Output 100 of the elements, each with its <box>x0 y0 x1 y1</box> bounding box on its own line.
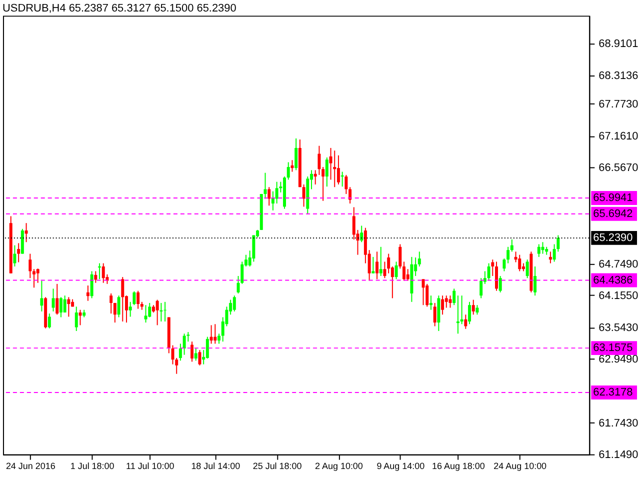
ref-line-label: 65.6942 <box>593 208 633 220</box>
candlestick <box>110 292 113 314</box>
candlestick <box>160 302 163 322</box>
candlestick <box>275 181 278 204</box>
ref-line-label: 62.3178 <box>593 386 633 398</box>
candlestick <box>198 350 202 366</box>
candlestick <box>487 262 490 282</box>
candlestick <box>541 242 544 254</box>
candlestick <box>175 357 178 374</box>
candlestick <box>121 276 124 322</box>
candlestick <box>90 270 94 299</box>
candlestick <box>441 295 444 316</box>
candlestick <box>290 160 294 172</box>
candlestick <box>498 275 502 293</box>
candlestick <box>433 302 436 327</box>
candlestick <box>164 301 167 322</box>
y-tick-label: 66.5670 <box>598 162 638 174</box>
candlestick <box>17 242 20 263</box>
candlestick <box>402 261 406 282</box>
x-tick-label: 9 Aug 14:00 <box>376 460 425 471</box>
candlestick <box>63 295 66 313</box>
candlestick <box>182 333 186 356</box>
x-tick-label: 16 Aug 18:00 <box>432 460 485 471</box>
candlestick <box>348 186 352 204</box>
candlestick <box>232 295 236 312</box>
candlestick <box>113 302 116 324</box>
y-tick-label: 67.7730 <box>598 98 638 110</box>
candlestick <box>376 251 379 280</box>
candlestick <box>422 278 425 306</box>
candlestick <box>383 261 386 279</box>
candlestick <box>302 184 306 208</box>
candlestick <box>336 154 340 185</box>
candlestick <box>456 295 460 334</box>
candlestick <box>217 333 220 344</box>
candlestick <box>86 285 90 302</box>
candlestick <box>518 254 522 272</box>
candlestick <box>494 261 498 292</box>
candlestick <box>40 280 44 312</box>
x-tick-label: 11 Jul 10:00 <box>126 460 174 471</box>
x-tick-label: 24 Aug 10:00 <box>494 460 547 471</box>
chart-title: USDRUB,H4 65.2387 65.3127 65.1500 65.2390 <box>2 2 236 15</box>
candlestick <box>117 295 120 318</box>
y-tick-label: 62.9490 <box>598 354 638 366</box>
candlestick <box>190 341 194 362</box>
candlestick <box>136 290 140 310</box>
candlestick <box>537 244 540 258</box>
candlestick <box>506 246 510 264</box>
candlestick <box>214 324 217 344</box>
candlestick <box>52 288 55 312</box>
y-tick-label: 68.9101 <box>598 38 638 50</box>
candlestick <box>476 304 479 316</box>
candlestick <box>67 296 70 318</box>
candlestick <box>28 253 32 279</box>
candlestick <box>360 225 364 243</box>
candlestick <box>333 150 336 188</box>
candlestick <box>460 295 464 325</box>
candlestick <box>178 343 182 362</box>
candlestick <box>452 288 456 306</box>
x-tick-label: 24 Jun 2016 <box>6 460 56 471</box>
candlestick <box>472 299 475 316</box>
candlestick <box>510 238 514 252</box>
candlestick <box>36 268 40 284</box>
candlestick <box>526 259 529 279</box>
candlestick <box>59 296 62 318</box>
candlestick <box>20 228 24 254</box>
candlestick <box>94 270 98 284</box>
x-tick-label: 18 Jul 14:00 <box>191 460 240 471</box>
y-tick-label: 61.1490 <box>598 448 638 461</box>
x-tick-label: 2 Aug 10:00 <box>315 460 363 471</box>
candlestick <box>322 166 325 202</box>
candlestick <box>429 295 432 310</box>
candlestick <box>74 306 78 332</box>
y-tick-label: 64.7490 <box>598 258 638 270</box>
y-tick-label: 63.5430 <box>598 322 638 334</box>
candlestick <box>464 314 468 330</box>
y-tick-label: 61.7430 <box>598 417 638 430</box>
candlestick <box>548 251 552 264</box>
ref-line-label: 65.9941 <box>593 192 633 204</box>
candlestick <box>13 244 16 267</box>
candlestick <box>379 246 382 276</box>
candlestick <box>98 262 102 280</box>
candlestick <box>480 278 483 299</box>
ref-line-label: 65.2390 <box>593 232 633 244</box>
y-tick-label: 68.3136 <box>598 70 638 82</box>
candlestick <box>534 266 537 296</box>
candlestick <box>48 313 51 329</box>
candlestick <box>294 138 298 171</box>
ref-line-label: 63.1575 <box>593 342 633 354</box>
x-tick-label: 1 Jul 18:00 <box>70 460 114 471</box>
candlestick <box>468 301 472 325</box>
candlestick <box>24 222 28 243</box>
candlestick <box>444 295 448 308</box>
candlestick <box>398 244 402 270</box>
candlestick <box>502 258 506 272</box>
candlestick <box>406 268 410 282</box>
candlestick <box>156 299 159 326</box>
candlestick <box>286 162 290 180</box>
candlestick <box>418 251 421 267</box>
candlestick <box>387 253 390 274</box>
candlestick <box>325 156 328 188</box>
